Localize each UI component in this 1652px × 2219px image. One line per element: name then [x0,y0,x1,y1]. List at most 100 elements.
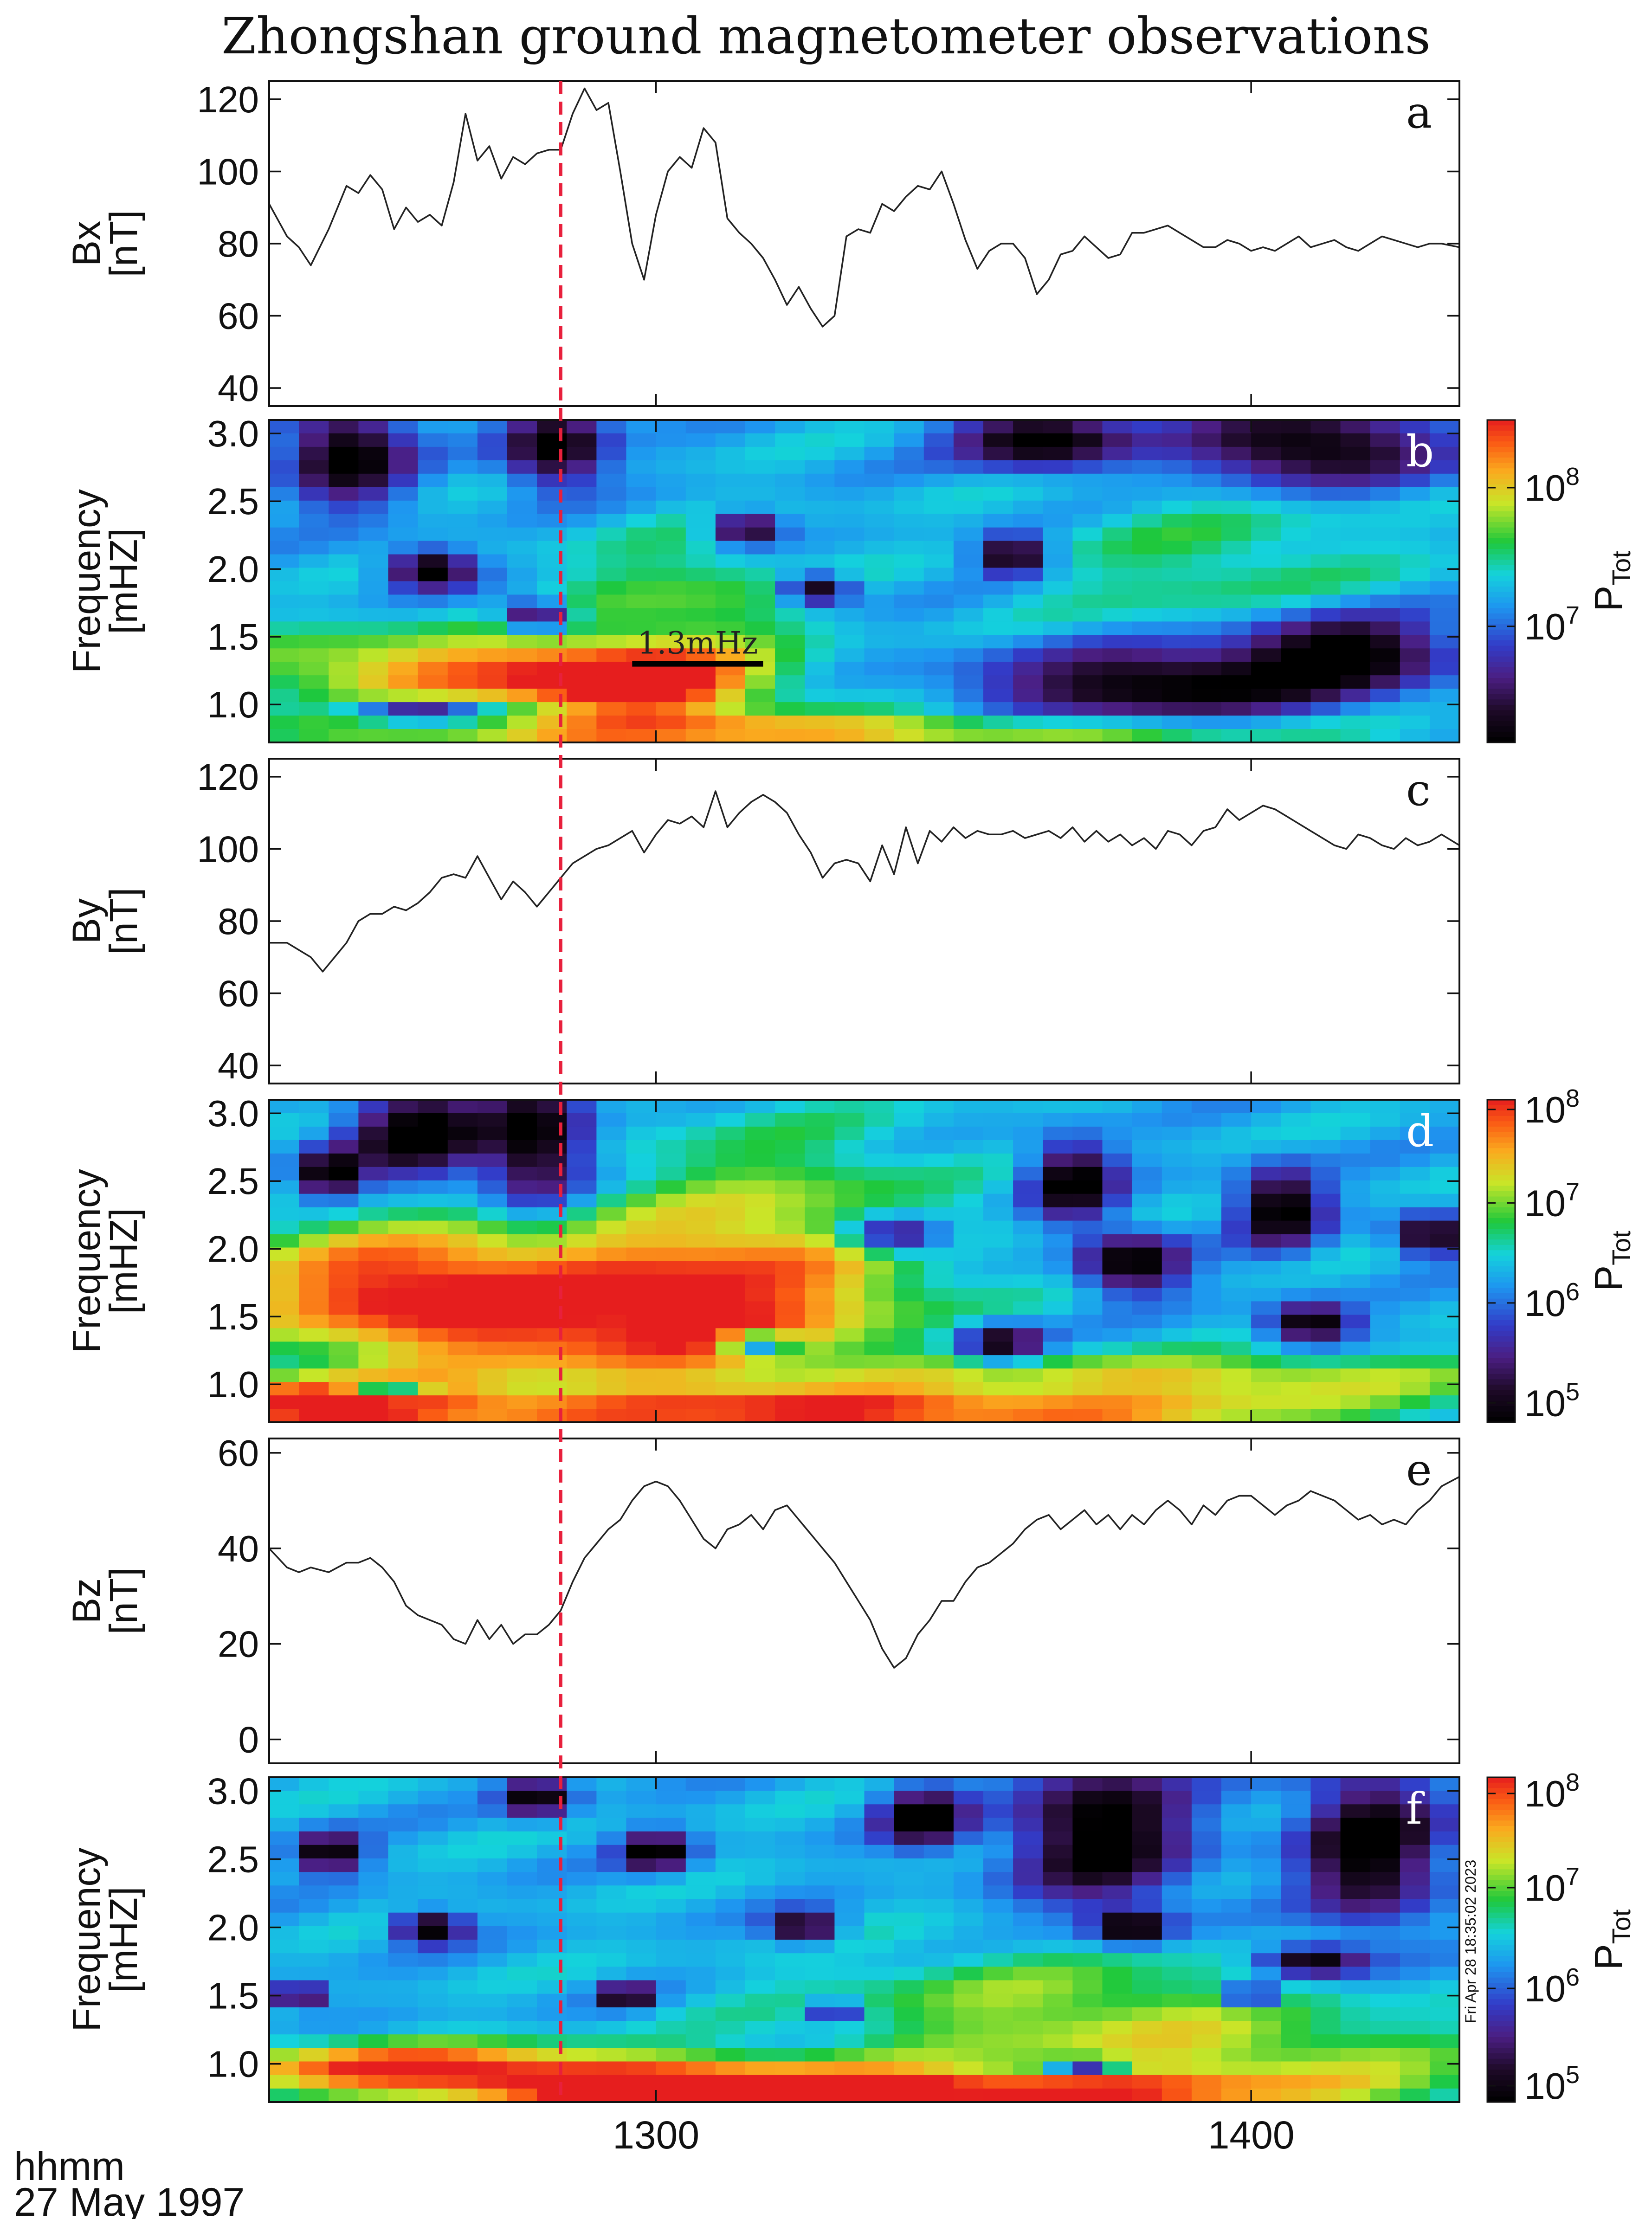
heatmap-cell [923,662,954,676]
heatmap-cell [388,1395,419,1410]
heatmap-cell [1429,1274,1460,1289]
heatmap-cell [567,675,597,690]
y-tick-label: 1.0 [207,2044,259,2085]
heatmap-cell [299,420,329,434]
heatmap-cell [685,514,716,528]
heatmap-cell [894,1777,924,1792]
heatmap-cell [1013,420,1044,434]
heatmap-cell [418,621,448,636]
heatmap-cell [418,1220,448,1235]
heatmap-cell [507,1953,538,1967]
heatmap-cell [1310,1126,1341,1141]
heatmap-cell [299,514,329,528]
colorbar-segment [1487,1875,1515,1881]
heatmap-cell [834,1940,865,1954]
heatmap-cell [1310,568,1341,582]
heatmap-cell [715,1167,746,1181]
heatmap-cell [1400,2061,1430,2076]
heatmap-cell [1102,433,1133,447]
heatmap-cell [1251,1113,1282,1127]
heatmap-cell [1251,1234,1282,1248]
heatmap-cell [596,1967,627,1981]
heatmap-cell [1221,487,1252,501]
heatmap-cell [477,1126,508,1141]
colorbar-segment [1487,463,1515,469]
heatmap-cell [1013,702,1044,716]
heatmap-cell [685,446,716,461]
heatmap-cell [685,1207,716,1221]
heatmap-cell [388,1940,419,1954]
heatmap-cell [1221,500,1252,515]
heatmap-cell [567,446,597,461]
heatmap-cell [715,433,746,447]
heatmap-cell [1132,500,1162,515]
heatmap-cell [299,1940,329,1954]
heatmap-cell [507,1980,538,1994]
heatmap-cell [537,1777,568,1792]
heatmap-cell [1072,1872,1103,1886]
heatmap-cell [745,1315,776,1329]
heatmap-cell [1429,1926,1460,1940]
heatmap-cell [805,1100,835,1114]
heatmap-cell [388,2048,419,2062]
heatmap-cell [1013,2048,1044,2062]
heatmap-cell [537,1193,568,1208]
heatmap-cell [1340,1288,1371,1302]
heatmap-cell [983,1382,1014,1396]
heatmap-cell [596,1113,627,1127]
series-line-c [269,790,1460,973]
heatmap-cell [1429,1818,1460,1832]
heatmap-cell [685,527,716,542]
heatmap-cell [447,1899,478,1913]
heatmap-cell [1132,608,1162,622]
heatmap-cell [1340,2075,1371,2089]
heatmap-cell [567,2075,597,2089]
y-tick-label: 120 [197,79,259,120]
plot-frame [268,419,1460,743]
heatmap-cell [358,541,389,555]
heatmap-cell [329,527,359,542]
heatmap-cell [805,662,835,676]
heatmap-cell [269,729,300,743]
heatmap-cell [1191,1409,1222,1423]
heatmap-cell [507,662,538,676]
colorbar-segment [1487,1406,1515,1412]
heatmap-cell [1400,473,1430,488]
heatmap-cell [715,2034,746,2049]
heatmap-cell [656,541,686,555]
heatmap-cell [834,1926,865,1940]
heatmap-cell [1310,1140,1341,1154]
heatmap-cell [537,514,568,528]
heatmap-cell [1370,1180,1400,1194]
heatmap-cell [358,1220,389,1235]
heatmap-cell [983,1899,1014,1913]
heatmap-cell [805,1858,835,1873]
heatmap-cell [1251,1247,1282,1262]
heatmap-cell [715,1126,746,1141]
heatmap-cell [923,1301,954,1316]
y-tick-label: 80 [218,901,259,942]
heatmap-cell [626,1153,657,1168]
heatmap-cell [269,527,300,542]
heatmap-cell [1281,1409,1311,1423]
heatmap-cell [537,608,568,622]
heatmap-cell [329,420,359,434]
heatmap-cell [834,1382,865,1396]
heatmap-cell [447,1980,478,1994]
heatmap-cell [775,2061,806,2076]
heatmap-cell [1310,433,1341,447]
heatmap-cell [507,1899,538,1913]
heatmap-cell [1072,2088,1103,2103]
heatmap-cell [953,1953,984,1967]
heatmap-cell [1370,1912,1400,1927]
heatmap-cell [1191,1804,1222,1819]
heatmap-cell [1251,1993,1282,2008]
heatmap-cell [953,1328,984,1342]
heatmap-cell [1043,1126,1073,1141]
heatmap-cell [953,1409,984,1423]
heatmap-cell [1132,2088,1162,2103]
heatmap-cell [626,1368,657,1383]
heatmap-cell [477,1818,508,1832]
heatmap-cell [596,1831,627,1845]
colorbar-segment [1487,1977,1515,1984]
